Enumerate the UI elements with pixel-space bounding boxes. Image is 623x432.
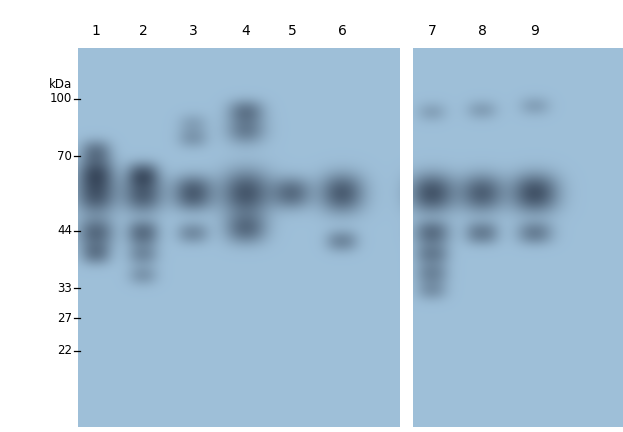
Text: 5: 5 — [288, 24, 297, 38]
Text: 100: 100 — [50, 92, 72, 105]
Text: kDa: kDa — [49, 77, 72, 90]
Text: 2: 2 — [139, 24, 148, 38]
Text: 7: 7 — [427, 24, 436, 38]
Text: 70: 70 — [57, 149, 72, 162]
Text: 9: 9 — [531, 24, 540, 38]
Text: 44: 44 — [57, 225, 72, 238]
Text: 22: 22 — [57, 344, 72, 358]
Text: 27: 27 — [57, 311, 72, 324]
Text: 6: 6 — [338, 24, 346, 38]
Text: 33: 33 — [57, 282, 72, 295]
Text: 8: 8 — [478, 24, 487, 38]
Text: 4: 4 — [242, 24, 250, 38]
Text: 1: 1 — [92, 24, 100, 38]
Text: 3: 3 — [189, 24, 197, 38]
